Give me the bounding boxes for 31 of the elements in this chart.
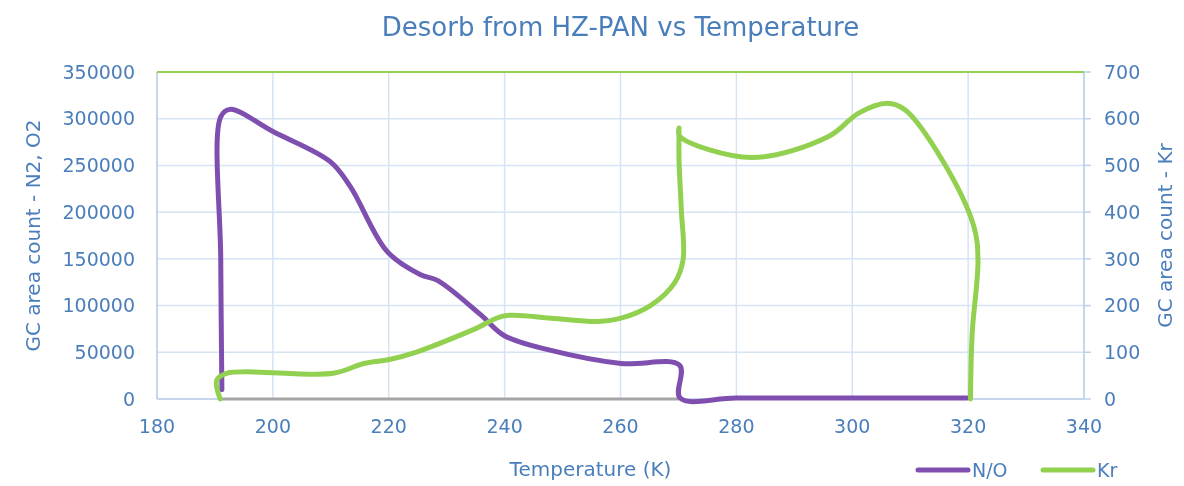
y2-tick-label: 300 bbox=[1104, 247, 1141, 270]
x-axis-title: Temperature (K) bbox=[508, 457, 672, 481]
x-tick-label: 320 bbox=[949, 415, 987, 437]
y2-axis-title: GC area count - Kr bbox=[1153, 142, 1177, 328]
y2-tick-label: 0 bbox=[1104, 387, 1117, 410]
y-tick-label: 0 bbox=[122, 387, 135, 410]
y2-tick-label: 200 bbox=[1104, 294, 1141, 317]
x-tick-label: 240 bbox=[486, 415, 523, 437]
y-tick-label: 250000 bbox=[62, 154, 135, 177]
x-tick-label: 340 bbox=[1065, 415, 1103, 437]
legend-label: Kr bbox=[1097, 458, 1118, 481]
x-tick-label: 300 bbox=[834, 415, 871, 437]
y-tick-label: 50000 bbox=[74, 340, 135, 363]
y2-tick-label: 600 bbox=[1104, 107, 1141, 130]
x-tick-label: 220 bbox=[370, 415, 407, 437]
x-tick-label: 180 bbox=[138, 415, 176, 437]
x-tick-label: 200 bbox=[254, 415, 292, 437]
y2-tick-label: 500 bbox=[1104, 154, 1141, 177]
y-tick-label: 150000 bbox=[62, 247, 135, 270]
y-tick-label: 350000 bbox=[62, 60, 135, 83]
chart-title: Desorb from HZ-PAN vs Temperature bbox=[381, 12, 860, 42]
y-tick-label: 300000 bbox=[62, 107, 135, 130]
x-tick-label: 260 bbox=[602, 415, 639, 437]
y2-tick-label: 400 bbox=[1104, 200, 1141, 223]
y-axis-title: GC area count - N2, O2 bbox=[21, 119, 45, 352]
y-tick-label: 200000 bbox=[62, 200, 135, 223]
legend-label: N/O bbox=[972, 458, 1008, 481]
y2-tick-label: 100 bbox=[1104, 340, 1141, 363]
x-tick-label: 280 bbox=[718, 415, 755, 437]
y-tick-label: 100000 bbox=[62, 294, 135, 317]
y2-tick-label: 700 bbox=[1104, 60, 1141, 83]
